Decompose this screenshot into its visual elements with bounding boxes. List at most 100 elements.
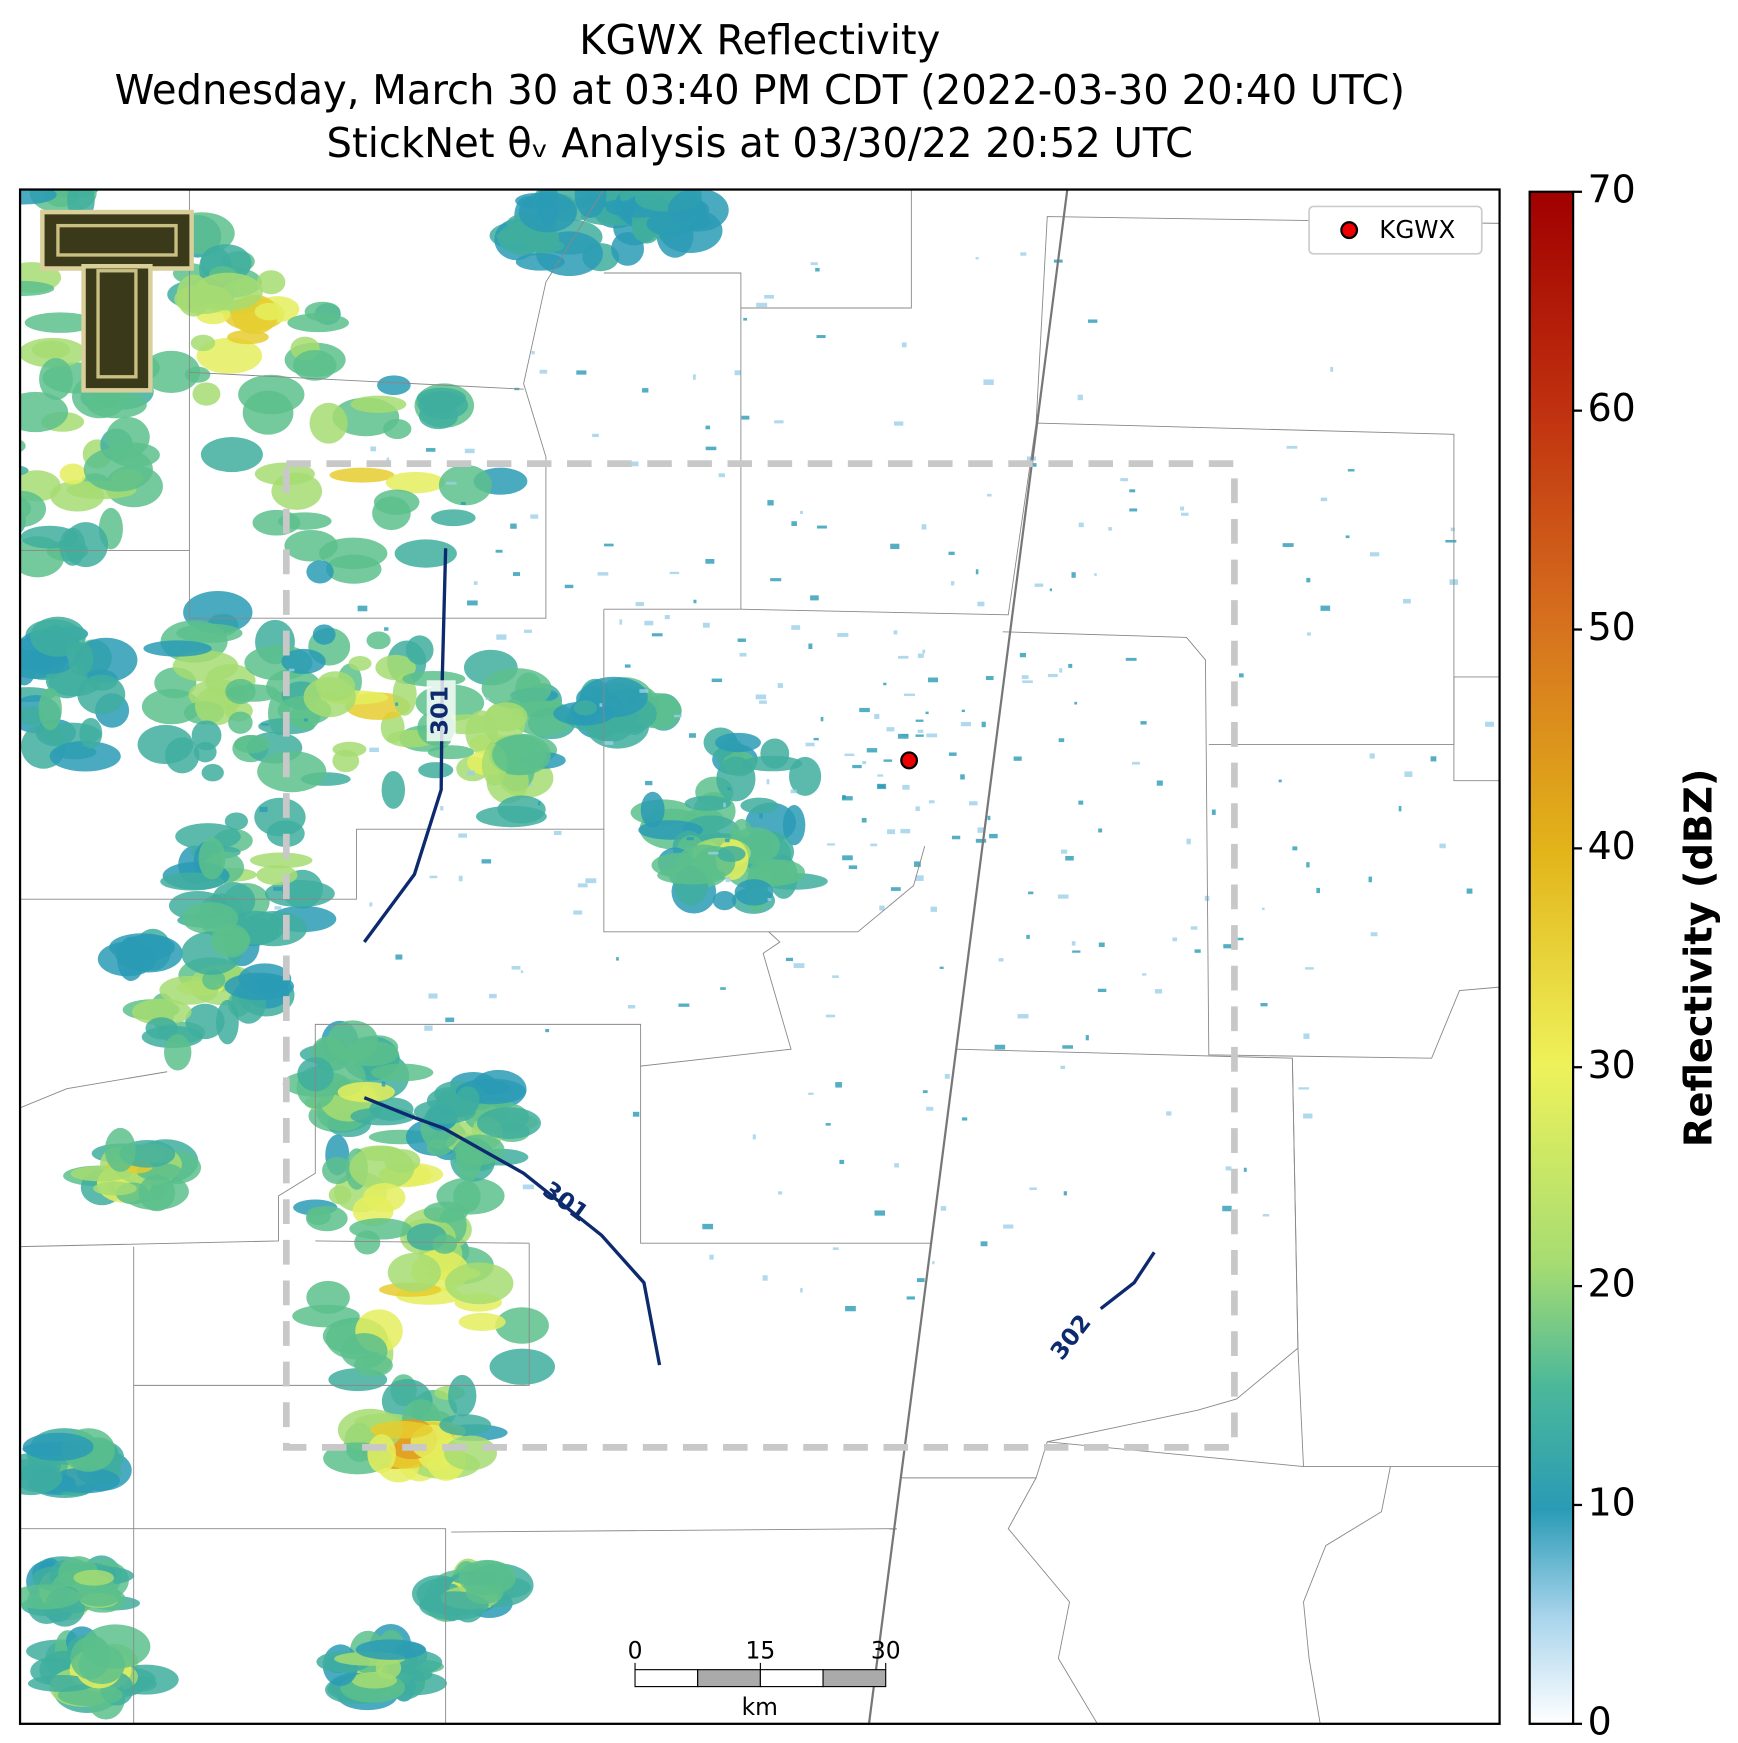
echo-speckle — [766, 779, 770, 785]
echo — [495, 1307, 549, 1344]
echo — [224, 812, 249, 831]
echo-speckle — [1071, 572, 1076, 578]
scale-tick-label: 30 — [871, 1636, 901, 1664]
scale-segment — [759, 1669, 824, 1688]
echo — [202, 969, 226, 990]
echo — [518, 191, 577, 233]
echo — [50, 480, 105, 512]
echo-speckle — [877, 774, 884, 777]
echo — [175, 823, 241, 850]
radar-echoes — [20, 189, 1500, 1720]
echo-speckle — [1466, 888, 1473, 894]
echo — [224, 972, 295, 1001]
colorbar: Reflectivity (dBZ) 0 10 20 30 40 50 60 70 — [1528, 167, 1720, 1743]
echo — [667, 189, 729, 232]
echo-speckle — [1156, 780, 1163, 786]
echo-speckle — [440, 806, 444, 811]
echo-speckle — [759, 813, 763, 819]
echo — [145, 1017, 178, 1040]
echo-speckle — [530, 514, 539, 519]
echo-speckle — [944, 1073, 950, 1079]
echo-speckle — [994, 1044, 1006, 1050]
echo-speckle — [303, 718, 308, 722]
echo — [306, 1205, 348, 1232]
echo-speckle — [369, 747, 379, 752]
echo-speckle — [545, 1028, 550, 1033]
echo — [228, 711, 253, 734]
echo-speckle — [576, 370, 587, 375]
echo-speckle — [1065, 855, 1074, 861]
echo-speckle — [975, 257, 979, 260]
echo-speckle — [1223, 944, 1234, 949]
echo — [350, 1107, 416, 1126]
echo-speckle — [816, 525, 827, 529]
echo-speckle — [1166, 1111, 1172, 1116]
echo — [444, 1435, 497, 1471]
echo — [226, 684, 280, 702]
echo-speckle — [825, 1123, 831, 1126]
scale-bar: km 0 15 30 — [628, 1636, 901, 1721]
echo — [117, 936, 145, 981]
echo-speckle — [273, 886, 283, 891]
echo-speckle — [917, 729, 924, 733]
echo — [20, 391, 69, 433]
echo-speckle — [925, 711, 929, 715]
echo-speckle — [917, 653, 924, 658]
echo-speckle — [1243, 1167, 1247, 1172]
echo-speckle — [520, 970, 524, 974]
echo-speckle — [743, 317, 748, 321]
echo-speckle — [948, 551, 955, 555]
echo-speckle — [1017, 1014, 1029, 1019]
colorbar-tick-label: 50 — [1588, 605, 1636, 649]
echo-speckle — [496, 634, 507, 640]
echo-speckle — [845, 1305, 856, 1312]
echo — [337, 1081, 395, 1103]
echo-speckle — [960, 774, 965, 780]
echo — [104, 1127, 136, 1172]
echo — [138, 1174, 176, 1212]
echo-speckle — [1306, 577, 1311, 583]
echo — [734, 879, 774, 906]
echo-speckle — [1063, 1191, 1067, 1196]
echo-speckle — [914, 861, 921, 867]
echo — [20, 337, 87, 368]
contour-label-bg — [426, 680, 456, 742]
echo-speckle — [832, 975, 839, 978]
echo — [240, 911, 308, 947]
echo-speckle — [1286, 445, 1298, 449]
echo-speckle — [1194, 949, 1201, 953]
echo — [20, 189, 57, 205]
echo-speckle — [874, 713, 880, 720]
echo-speckle — [1154, 989, 1163, 994]
echo-speckle — [791, 521, 797, 526]
echo-speckle — [1094, 573, 1097, 576]
echo-speckle — [886, 727, 895, 732]
echo-speckle — [630, 461, 639, 467]
echo-speckle — [467, 600, 478, 606]
echo-speckle — [1003, 1224, 1014, 1229]
echo-speckle — [890, 887, 901, 891]
echo — [387, 1252, 441, 1293]
echo-speckle — [977, 827, 986, 833]
map-background — [20, 189, 1500, 1724]
echo — [78, 1644, 125, 1685]
colorbar-tick-label: 20 — [1588, 1261, 1636, 1305]
echo-speckle — [1021, 675, 1029, 679]
echo-speckle — [1120, 478, 1128, 482]
echo-speckle — [466, 770, 475, 776]
echo — [448, 1374, 477, 1417]
echo — [740, 797, 779, 814]
echo — [348, 656, 372, 671]
echo-speckle — [1262, 1214, 1270, 1217]
echo — [383, 419, 412, 439]
echo — [142, 350, 201, 393]
echo-speckle — [1347, 469, 1355, 472]
echo-speckle — [1071, 941, 1076, 946]
echo-speckle — [370, 446, 377, 452]
echo — [485, 702, 528, 732]
colorbar-tick-label: 0 — [1588, 1699, 1612, 1743]
echo — [22, 1432, 94, 1461]
legend-marker — [1340, 221, 1359, 240]
echo-speckle — [678, 1003, 690, 1007]
echo-speckle — [1398, 806, 1402, 812]
